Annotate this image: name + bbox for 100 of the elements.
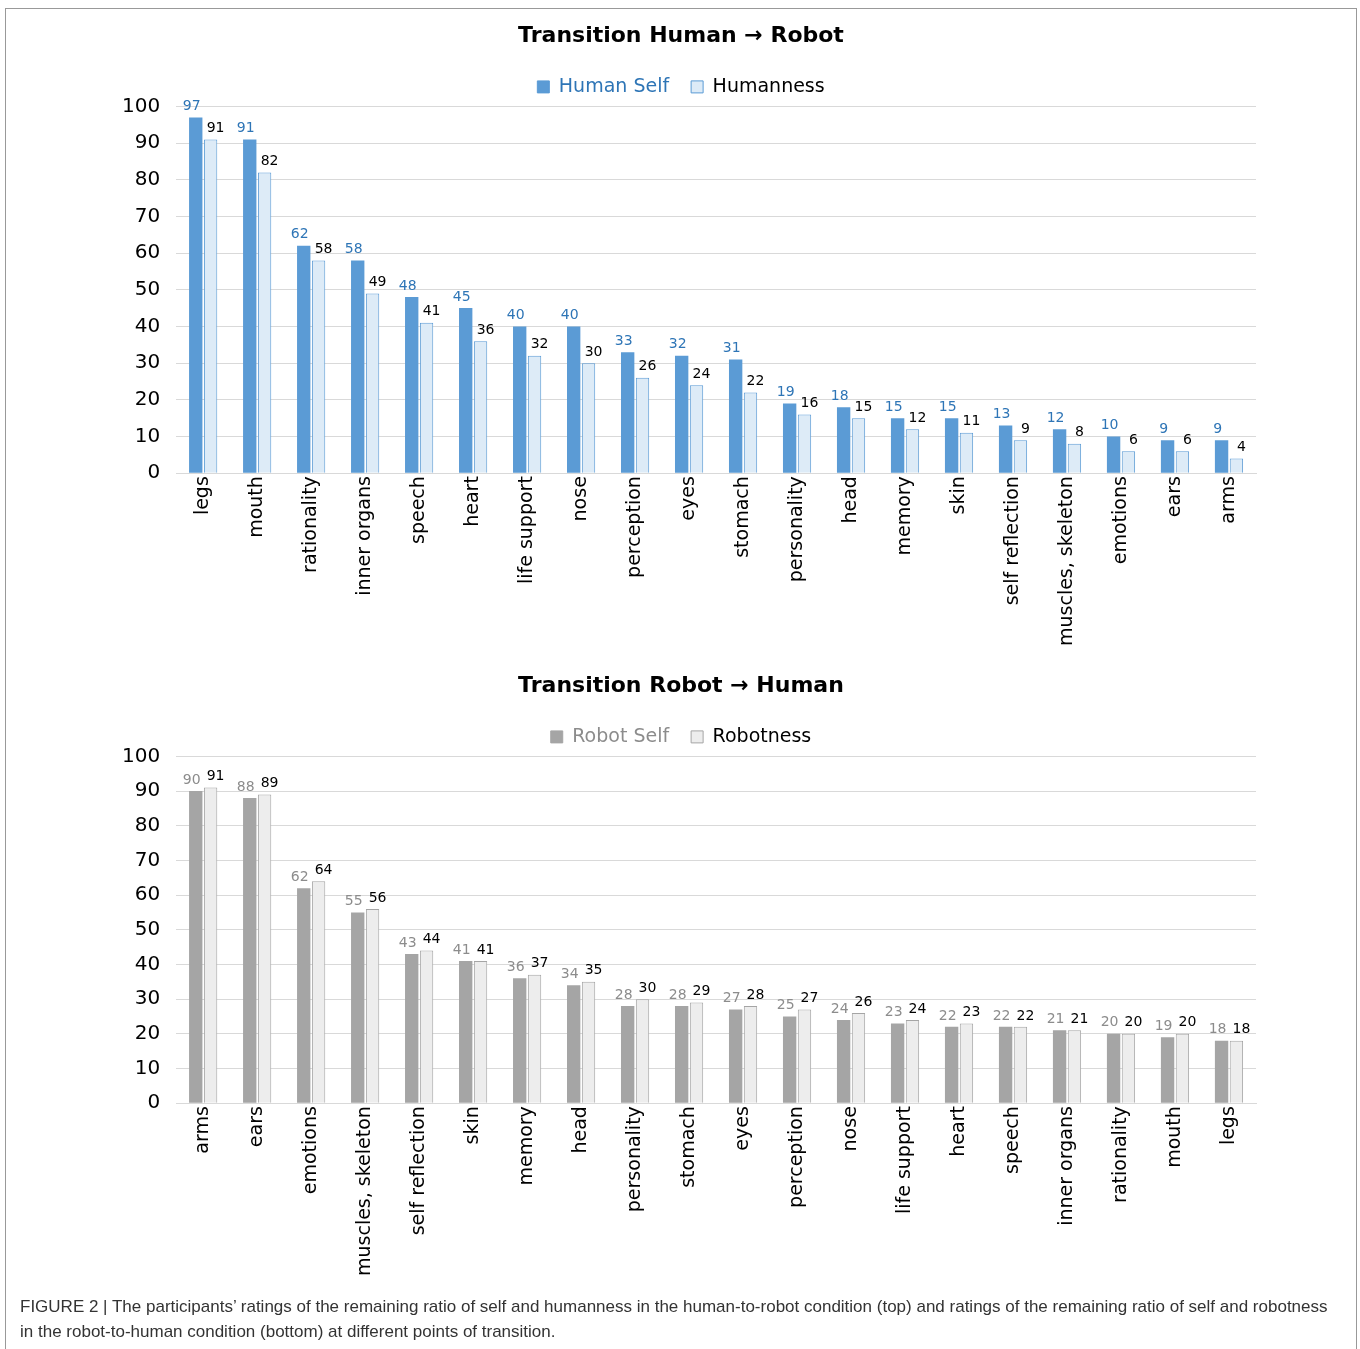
data-label: 15 [938,397,957,414]
data-label: 58 [344,240,363,257]
y-tick-label: 100 [121,742,161,767]
x-tick-label: legs [1215,1106,1238,1146]
data-label: 22 [1016,1006,1035,1023]
data-label: 9 [1021,419,1030,436]
data-label: 26 [638,357,657,374]
data-label: 16 [800,394,819,411]
x-tick-label: stomach [676,1106,699,1188]
data-label: 24 [908,999,927,1016]
x-tick-label: head [838,476,860,524]
data-label: 25 [776,996,795,1013]
bar [782,1016,797,1103]
legend-label: Robotness [712,723,812,746]
x-tick-label: emotions [298,1106,321,1195]
x-tick-label: mouth [1161,1106,1184,1168]
x-tick-label: inner organs [352,476,375,596]
data-label: 35 [584,961,603,978]
bar [998,425,1013,473]
y-tick-label: 60 [134,239,161,264]
y-tick-label: 40 [134,312,161,337]
data-label: 26 [854,992,873,1009]
y-tick-label: 10 [134,422,161,447]
data-label: 22 [938,1006,957,1023]
data-label: 40 [560,306,579,323]
x-tick-label: ears [244,1106,267,1148]
data-label: 82 [260,152,279,169]
data-label: 21 [1046,1009,1065,1026]
data-label: 45 [452,287,471,304]
bar [944,1026,959,1103]
y-tick-label: 50 [134,915,161,940]
data-label: 40 [506,306,525,323]
data-label: 31 [722,339,741,356]
data-label: 32 [530,335,549,352]
chart-title: Transition Robot → Human [518,671,844,697]
data-label: 41 [422,302,441,319]
data-label: 30 [638,978,657,995]
y-tick-label: 80 [134,811,161,836]
data-label: 11 [962,412,981,429]
bar [728,359,743,473]
x-tick-label: inner organs [1053,1106,1076,1226]
data-label: 64 [314,860,333,877]
data-label: 28 [746,985,765,1002]
bar [1214,1040,1229,1103]
data-label: 19 [776,383,795,400]
data-label: 6 [1128,430,1138,447]
y-tick-label: 40 [134,950,161,975]
y-tick-label: 70 [134,846,161,871]
data-label: 91 [206,767,225,784]
x-tick-label: memory [514,1106,537,1186]
x-tick-label: mouth [244,476,267,538]
data-label: 6 [1182,430,1192,447]
bar [1052,1030,1067,1103]
x-tick-label: speech [999,1106,1022,1174]
bar [998,1026,1013,1103]
data-label: 44 [422,930,441,947]
bar [243,139,257,473]
data-label: 12 [1046,408,1065,425]
data-label: 36 [506,957,525,974]
data-label: 24 [692,364,711,381]
data-label: 27 [722,989,741,1006]
bar [243,798,257,1103]
data-label: 89 [260,774,279,791]
x-tick-label: emotions [1107,476,1130,565]
x-tick-label: skin [460,1106,483,1145]
data-label: 37 [530,954,549,971]
bar [1106,1033,1121,1103]
x-tick-label: heart [945,1106,968,1157]
x-tick-label: self reflection [406,1106,429,1236]
data-label: 15 [854,397,873,414]
bar [674,355,689,473]
x-tick-label: nose [838,1106,860,1152]
bar [890,418,905,473]
data-label: 88 [236,777,255,794]
y-tick-label: 50 [134,275,161,300]
legend-label: Humanness [712,73,825,96]
x-tick-label: personality [622,1106,645,1213]
bar [1214,440,1229,473]
y-tick-label: 70 [134,202,161,227]
x-tick-label: nose [568,476,591,522]
x-tick-label: eyes [676,476,699,521]
data-label: 20 [1100,1013,1119,1030]
data-label: 22 [992,1006,1011,1023]
legend-label: Robot Self [572,723,671,746]
x-tick-label: speech [406,476,429,544]
data-label: 58 [314,240,333,257]
bar [297,245,311,473]
x-tick-label: skin [945,476,968,515]
y-tick-label: 0 [147,459,161,484]
x-tick-label: arms [190,1106,213,1154]
y-tick-label: 0 [147,1089,161,1114]
data-label: 23 [884,1003,903,1020]
x-tick-label: heart [460,476,483,527]
x-tick-label: personality [784,476,807,583]
bar [1160,440,1175,473]
bar [728,1009,743,1103]
y-tick-label: 20 [134,386,161,411]
bar [189,117,203,473]
data-label: 9 [1159,419,1169,436]
y-tick-label: 90 [134,129,161,154]
